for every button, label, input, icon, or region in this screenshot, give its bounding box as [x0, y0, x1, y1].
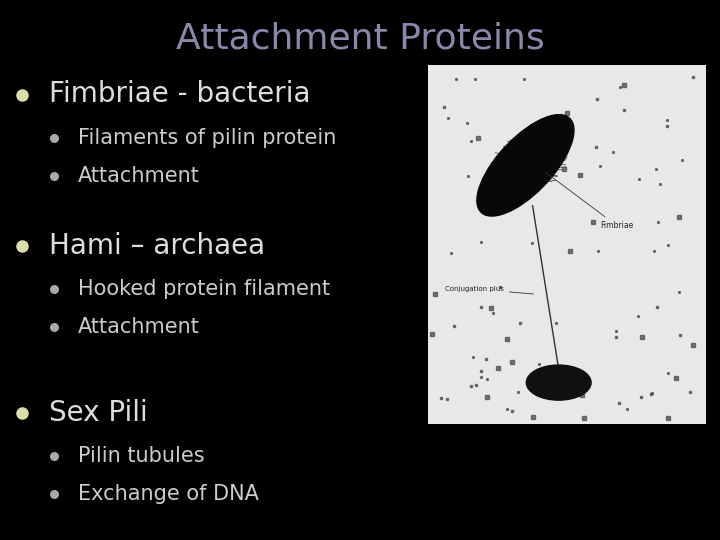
Text: Pilin tubules: Pilin tubules: [78, 446, 204, 467]
Bar: [428, 65, 706, 424]
Text: Hami – archaea: Hami – archaea: [49, 232, 265, 260]
Ellipse shape: [477, 114, 574, 216]
Text: Sex Pili: Sex Pili: [49, 399, 148, 427]
Text: Exchange of DNA: Exchange of DNA: [78, 484, 258, 504]
Text: Attachment: Attachment: [78, 165, 199, 186]
Ellipse shape: [526, 365, 591, 400]
Text: Fimbriae - bacteria: Fimbriae - bacteria: [49, 80, 310, 109]
Text: Hooked protein filament: Hooked protein filament: [78, 279, 330, 299]
Text: Attachment Proteins: Attachment Proteins: [176, 22, 544, 56]
Text: Fimbriae: Fimbriae: [546, 172, 634, 230]
Text: Conjugation plus: Conjugation plus: [445, 286, 534, 294]
Text: Filaments of pilin protein: Filaments of pilin protein: [78, 127, 336, 148]
Text: Attachment: Attachment: [78, 316, 199, 337]
